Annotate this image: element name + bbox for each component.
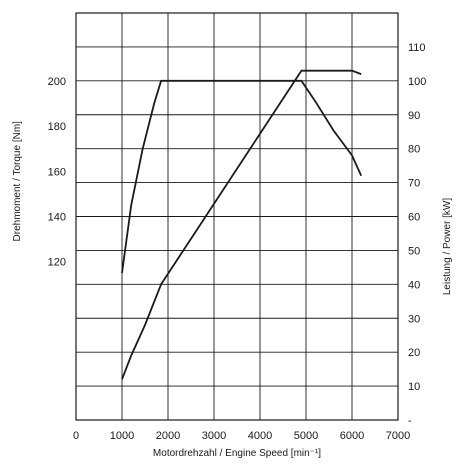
right-axis-label: Leistung / Power [kW]	[442, 198, 453, 295]
right-tick-label: 80	[408, 144, 420, 156]
left-tick-label: 140	[48, 212, 66, 224]
x-tick-label: 7000	[386, 430, 410, 442]
x-tick-label: 1000	[110, 430, 134, 442]
power-curve	[121, 69, 362, 380]
grid	[76, 13, 398, 420]
plot-frame	[75, 12, 399, 421]
right-tick-label: 10	[408, 381, 420, 393]
x-tick-label: 3000	[202, 430, 226, 442]
right-tick-label: 110	[408, 42, 426, 54]
right-tick-label: -	[408, 415, 412, 427]
series-group	[121, 69, 363, 380]
right-tick-labels: - 10 20 30 40 50 60 70 80 90 100 110	[408, 42, 426, 427]
x-tick-label: 2000	[156, 430, 180, 442]
right-tick-label: 90	[408, 110, 420, 122]
left-tick-label: 160	[48, 166, 66, 178]
left-tick-label: 200	[48, 76, 66, 88]
x-tick-label: 0	[73, 430, 79, 442]
right-tick-label: 100	[408, 76, 426, 88]
right-tick-label: 40	[408, 279, 420, 291]
right-tick-label: 30	[408, 313, 420, 325]
right-tick-label: 70	[408, 178, 420, 190]
right-tick-label: 20	[408, 347, 420, 359]
x-tick-label: 5000	[294, 430, 318, 442]
left-tick-labels: 120 140 160 180 200	[48, 76, 66, 269]
x-tick-label: 6000	[340, 430, 364, 442]
x-tick-label: 4000	[248, 430, 272, 442]
torque-curve	[121, 79, 363, 274]
right-tick-label: 50	[408, 245, 420, 257]
right-tick-label: 60	[408, 212, 420, 224]
left-tick-label: 120	[48, 257, 66, 269]
left-tick-label: 180	[48, 121, 66, 133]
x-axis-label: Motordrehzahl / Engine Speed [min⁻¹]	[153, 448, 321, 459]
left-axis-label: Drehmoment / Torque [Nm]	[12, 121, 23, 242]
x-tick-labels: 0 1000 2000 3000 4000 5000 6000 7000	[73, 430, 410, 442]
